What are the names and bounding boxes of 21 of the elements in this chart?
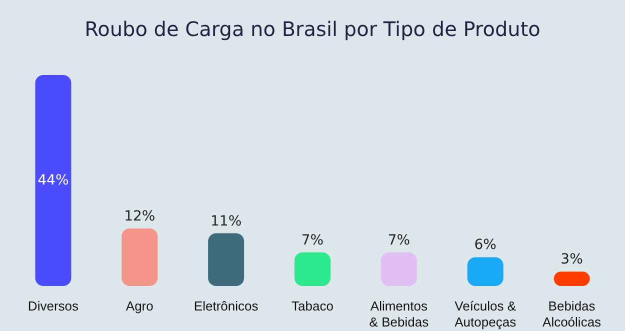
data-label: 11% xyxy=(210,213,242,230)
x-tick-label: Veículos & Autopeças xyxy=(454,298,517,330)
x-tick-label: Agro xyxy=(126,298,154,314)
x-tick-label: Eletrônicos xyxy=(194,298,259,314)
data-label: 7% xyxy=(388,232,410,248)
data-label: 12% xyxy=(124,208,156,224)
bar xyxy=(467,257,504,286)
x-tick-label: Bebidas Alcoólicas xyxy=(542,298,602,330)
data-label: 44% xyxy=(38,172,69,188)
x-tick-label: Alimentos & Bebidas xyxy=(369,298,430,330)
chart-title: Roubo de Carga no Brasil por Tipo de Produto xyxy=(84,17,540,41)
bar xyxy=(380,252,417,286)
data-label: 7% xyxy=(301,232,324,248)
x-tick-label: Diversos xyxy=(28,298,79,314)
bar xyxy=(294,252,330,286)
bar xyxy=(122,228,158,286)
data-label: 3% xyxy=(560,252,583,268)
bar xyxy=(35,75,72,286)
bar xyxy=(208,233,244,286)
x-tick-label: Tabaco xyxy=(292,298,334,314)
data-label: 6% xyxy=(474,237,496,254)
